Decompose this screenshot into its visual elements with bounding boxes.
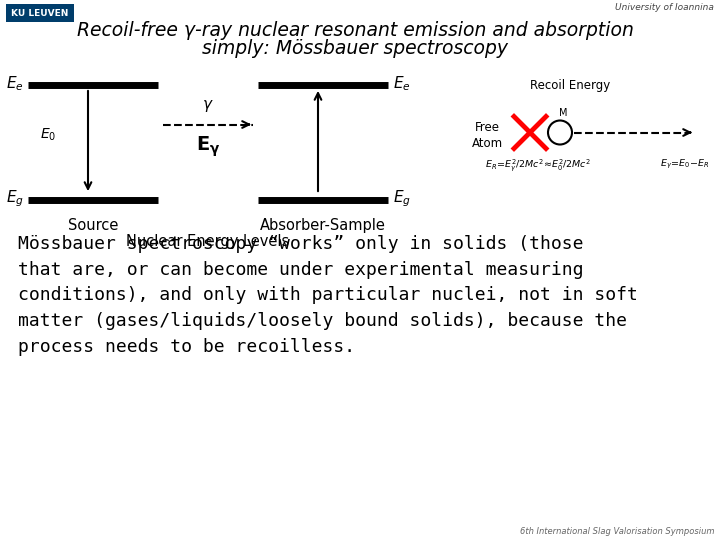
Text: Source: Source [68,218,118,233]
Text: Recoil-free γ-ray nuclear resonant emission and absorption: Recoil-free γ-ray nuclear resonant emiss… [76,22,634,40]
Text: simply: Mössbauer spectroscopy: simply: Mössbauer spectroscopy [202,38,508,57]
FancyBboxPatch shape [6,4,74,22]
Text: Free
Atom: Free Atom [472,121,503,150]
Text: Mössbauer spectroscopy “works” only in solids (those
that are, or can become und: Mössbauer spectroscopy “works” only in s… [18,235,638,356]
Text: $E_g$: $E_g$ [393,188,411,210]
Text: $E_e$: $E_e$ [6,75,24,93]
Text: $E_g$: $E_g$ [6,188,24,210]
Text: $E_e$: $E_e$ [393,75,410,93]
Text: $E_\gamma\!=\!E_0\!-\!E_R$: $E_\gamma\!=\!E_0\!-\!E_R$ [660,158,710,171]
Text: Recoil Energy: Recoil Energy [530,79,610,92]
Text: $E_0$: $E_0$ [40,126,56,143]
Text: $E_R\!=\!E_\gamma^2/2Mc^2\!\approx\!E_0^2/2Mc^2$: $E_R\!=\!E_\gamma^2/2Mc^2\!\approx\!E_0^… [485,158,591,173]
Text: University of Ioannina: University of Ioannina [615,3,714,12]
Text: Absorber-Sample: Absorber-Sample [260,218,386,233]
Text: Nuclear Energy Levels: Nuclear Energy Levels [127,234,289,249]
Text: 6th International Slag Valorisation Symposium: 6th International Slag Valorisation Symp… [520,527,714,536]
Text: M: M [559,109,567,118]
Text: $\mathbf{E_\gamma}$: $\mathbf{E_\gamma}$ [196,134,220,159]
Text: KU LEUVEN: KU LEUVEN [12,9,68,17]
Text: $\gamma$: $\gamma$ [202,98,214,114]
